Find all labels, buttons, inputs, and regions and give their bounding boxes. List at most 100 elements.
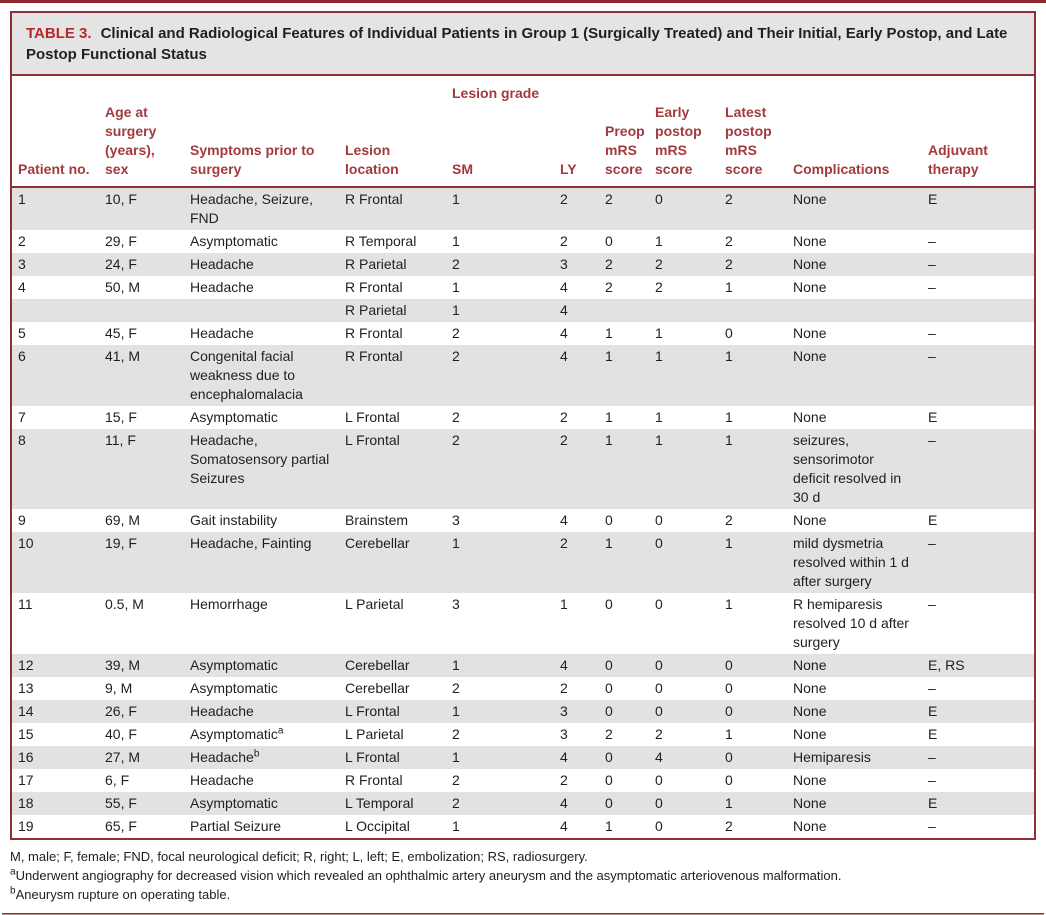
cell-adjuvant: – — [928, 256, 936, 272]
cell-preop-mrs: 0 — [605, 657, 613, 673]
cell-patient-no: 6 — [18, 348, 26, 364]
cell-location: Brainstem — [345, 512, 409, 528]
cell-symptoms: Headache — [190, 703, 254, 719]
cell-sm: 2 — [452, 772, 460, 788]
cell-age-sex: 40, F — [105, 726, 137, 742]
col-header-age-sex: Age at surgery (years), sex — [99, 103, 184, 188]
footnote-b: bAneurysm rupture on operating table. — [10, 885, 231, 902]
cell-early-mrs: 0 — [655, 795, 663, 811]
cell-complications: seizures, sensorimotor deficit resolved … — [793, 432, 902, 505]
table-row: 7 15, F Asymptomatic L Frontal 2 2 1 1 1 None E — [12, 406, 1034, 429]
cell-complications: None — [793, 191, 827, 207]
cell-age-sex: 39, M — [105, 657, 141, 673]
cell-sm: 2 — [452, 726, 460, 742]
cell-sm: 2 — [452, 409, 460, 425]
cell-location: R Frontal — [345, 279, 403, 295]
cell-latest-mrs: 2 — [725, 818, 733, 834]
col-header-preop-mrs: Preop mRS score — [599, 103, 650, 188]
col-header-complications: Complications — [787, 103, 923, 188]
cell-location: L Occipital — [345, 818, 410, 834]
cell-adjuvant: – — [928, 233, 936, 249]
cell-latest-mrs: 2 — [725, 191, 733, 207]
cell-location: L Parietal — [345, 726, 404, 742]
cell-adjuvant: E — [928, 409, 938, 425]
table-row: 10 19, F Headache, Fainting Cerebellar 1 2 1 0 1… — [12, 532, 1035, 593]
cell-adjuvant: E — [928, 191, 938, 207]
col-header-latest-postop-mrs: Latest postop mRS score — [719, 103, 788, 188]
cell-sm: 1 — [452, 535, 460, 551]
cell-sm: 1 — [452, 703, 460, 719]
cell-age-sex: 11, F — [105, 432, 136, 448]
cell-early-mrs: 2 — [655, 726, 663, 742]
cell-symptoms: Partial Seizure — [190, 818, 282, 834]
cell-complications: None — [793, 795, 827, 811]
cell-adjuvant: – — [928, 818, 936, 834]
cell-latest-mrs: 0 — [725, 680, 733, 696]
cell-early-mrs: 0 — [655, 703, 663, 719]
cell-age-sex: 24, F — [105, 256, 137, 272]
cell-latest-mrs: 1 — [725, 726, 733, 742]
table-row: 13 9, M Asymptomatic Cerebellar 2 2 0 0 0 None – — [12, 677, 1034, 700]
cell-complications: None — [793, 726, 827, 742]
cell-age-sex: 65, F — [105, 818, 137, 834]
cell-location: R Frontal — [345, 191, 403, 207]
cell-age-sex: 29, F — [105, 233, 137, 249]
cell-preop-mrs: 0 — [605, 772, 613, 788]
lesion-grade-span-row: Lesion grade — [12, 76, 1034, 103]
cell-sm: 3 — [452, 596, 460, 612]
table-title-text: Clinical and Radiological Features of In… — [26, 25, 1008, 63]
cell-latest-mrs: 1 — [725, 409, 733, 425]
cell-latest-mrs — [719, 299, 787, 322]
cell-symptoms: Asymptomatic — [190, 795, 278, 811]
header-spacer-right — [599, 76, 1034, 103]
cell-age-sex: 27, M — [105, 749, 141, 765]
cell-preop-mrs: 0 — [605, 749, 613, 765]
cell-preop-mrs: 1 — [605, 348, 613, 364]
cell-preop-mrs: 1 — [605, 409, 613, 425]
cell-symptoms: Asymptomatic — [190, 680, 278, 696]
cell-age-sex: 55, F — [105, 795, 137, 811]
table-row: 12 39, M Asymptomatic Cerebellar 1 4 0 0 0 None E,… — [12, 654, 1035, 677]
cell-age-sex: 69, M — [105, 512, 141, 528]
table-number-label: TABLE 3. — [26, 25, 92, 42]
cell-preop-mrs: 2 — [605, 256, 613, 272]
cell-ly: 4 — [560, 348, 568, 364]
cell-symptoms: Headache, Somatosensory partial Seizures — [190, 432, 330, 486]
cell-complications: R hemiparesis resolved 10 d after surger… — [793, 596, 909, 650]
col-header-symptoms: Symptoms prior to surgery — [184, 103, 339, 188]
cell-adjuvant: – — [928, 348, 936, 364]
cell-early-mrs: 0 — [655, 512, 663, 528]
cell-patient-no: 7 — [18, 409, 26, 425]
cell-sm: 2 — [452, 680, 460, 696]
table-body: 1 10, F Headache, Seizure, FND R Frontal 1 2 2… — [12, 187, 1035, 838]
cell-symptoms: Asymptomatic — [190, 409, 278, 425]
cell-age-sex: 0.5, M — [105, 596, 144, 612]
cell-ly: 3 — [560, 703, 568, 719]
cell-location: R Parietal — [345, 302, 407, 318]
cell-latest-mrs: 0 — [725, 772, 733, 788]
cell-symptoms: Headache, Seizure, FND — [190, 191, 313, 226]
cell-sm: 1 — [452, 191, 460, 207]
cell-ly: 4 — [560, 749, 568, 765]
cell-sm: 1 — [452, 657, 460, 673]
cell-location: R Frontal — [345, 772, 403, 788]
cell-latest-mrs: 1 — [725, 279, 733, 295]
table-row: 14 26, F Headache L Frontal 1 3 0 0 0 None E — [12, 700, 1035, 723]
cell-ly: 2 — [560, 432, 568, 448]
table-row: 11 0.5, M Hemorrhage L Parietal 3 1 0 0 1 R hemip… — [12, 593, 1034, 654]
cell-ly: 3 — [560, 726, 568, 742]
cell-age-sex: 19, F — [105, 535, 137, 551]
cell-latest-mrs: 0 — [725, 657, 733, 673]
cell-age-sex: 41, M — [105, 348, 141, 364]
cell-adjuvant: E — [928, 795, 938, 811]
cell-latest-mrs: 2 — [725, 256, 733, 272]
table-frame: TABLE 3. Clinical and Radiological Featur… — [10, 11, 1036, 840]
cell-latest-mrs: 2 — [725, 233, 733, 249]
table-row: 1 10, F Headache, Seizure, FND R Frontal 1 2 2… — [12, 187, 1035, 230]
column-header-row: Patient no. Age at surgery (years), sex … — [12, 103, 1035, 188]
cell-ly: 3 — [560, 256, 568, 272]
cell-symptoms: Headacheb — [190, 748, 260, 765]
cell-patient-no: 3 — [18, 256, 26, 272]
cell-sm: 2 — [452, 432, 460, 448]
cell-location: L Frontal — [345, 703, 400, 719]
